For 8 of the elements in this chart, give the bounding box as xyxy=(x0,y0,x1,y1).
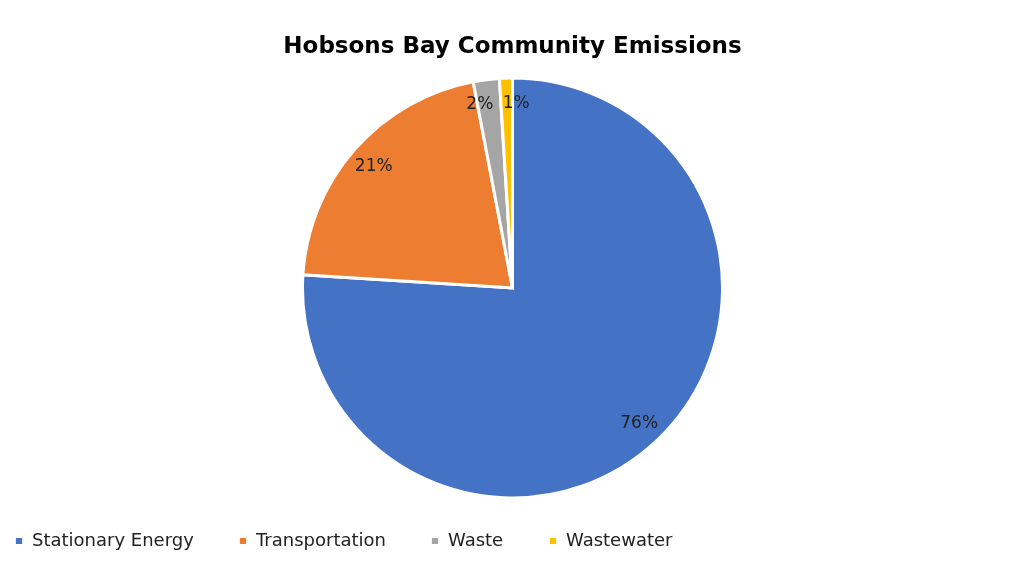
legend-label: Waste xyxy=(448,529,504,550)
chart-title: Hobsons Bay Community Emissions xyxy=(283,32,742,58)
pie-slice xyxy=(301,76,724,500)
data-label: 76% xyxy=(620,411,659,432)
legend-label: Stationary Energy xyxy=(32,529,195,550)
legend-label: Wastewater xyxy=(566,529,674,550)
legend-label: Transportation xyxy=(255,529,386,550)
data-label: 21% xyxy=(354,154,393,175)
